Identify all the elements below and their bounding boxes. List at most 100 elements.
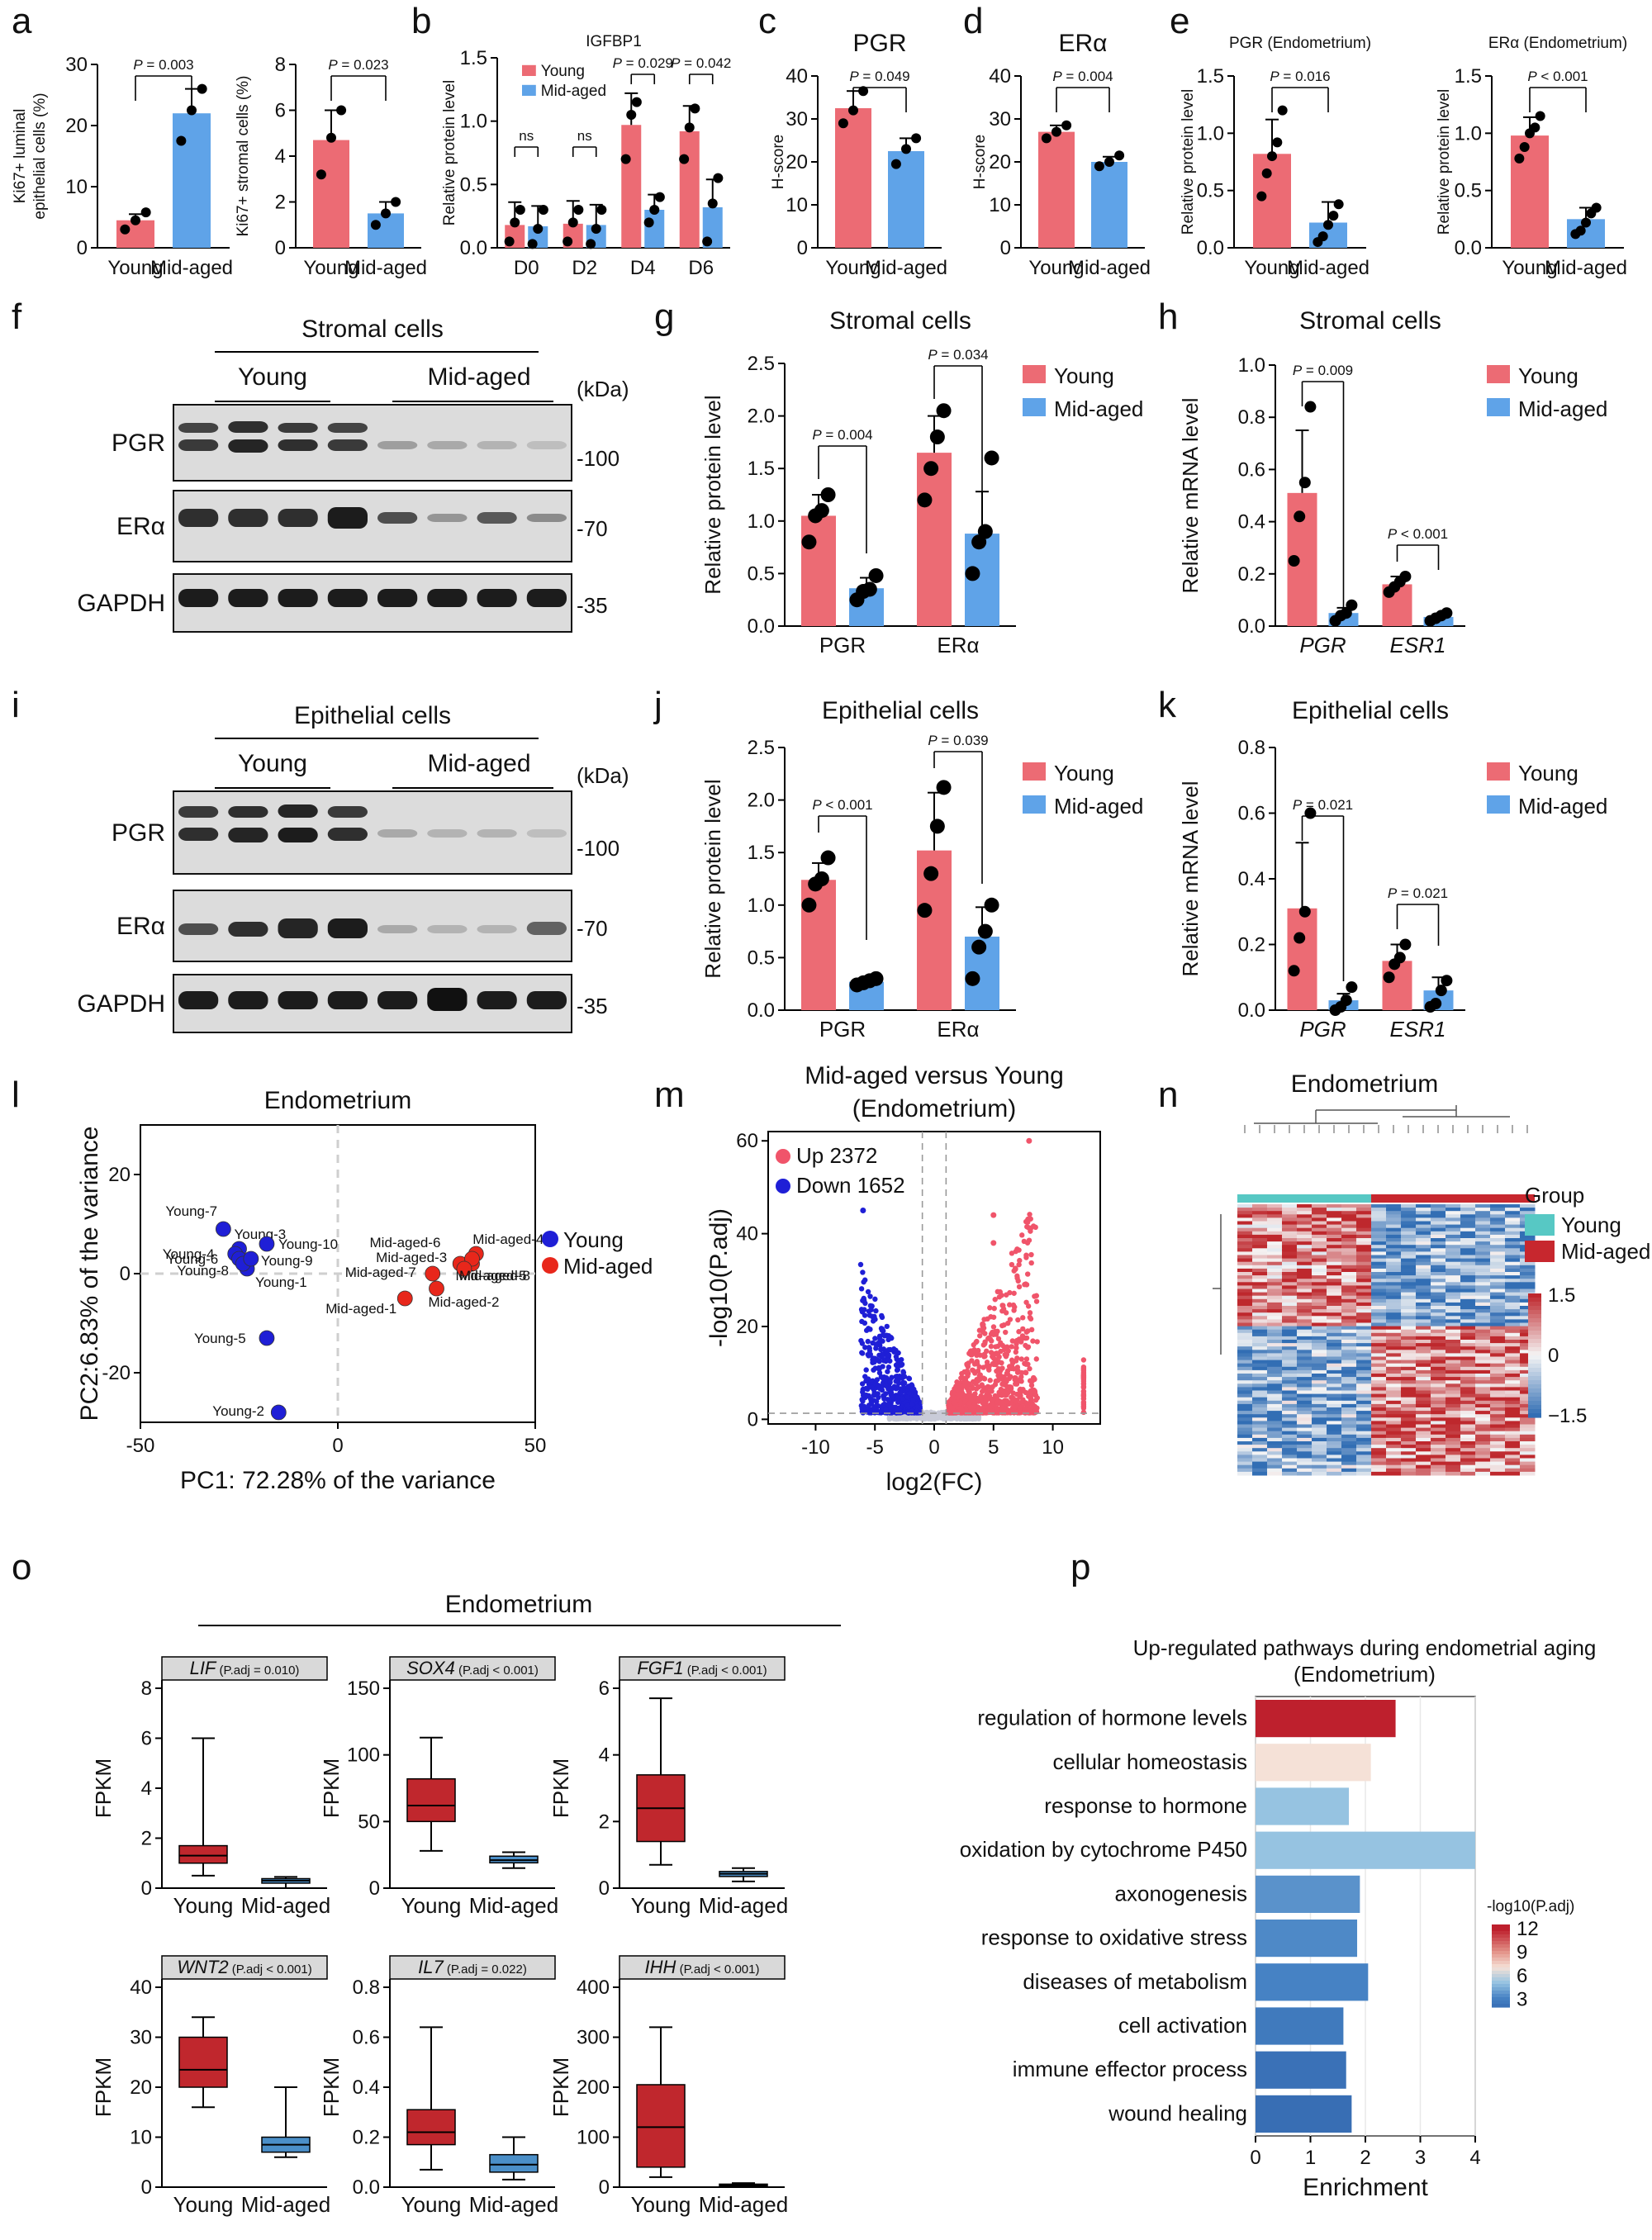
heatmap-cell: [1460, 1380, 1476, 1384]
heatmap-cell: [1460, 1407, 1476, 1412]
heatmap-cell: [1431, 1403, 1446, 1408]
data-point: [586, 239, 596, 249]
heatmap-cell: [1475, 1397, 1491, 1402]
heatmap-cell: [1505, 1279, 1521, 1283]
heatmap-cell: [1446, 1332, 1461, 1337]
volcano-point-up: [961, 1383, 967, 1389]
group-bar-young: [1237, 1194, 1371, 1203]
heatmap-cell: [1446, 1383, 1461, 1388]
volcano-point-ns: [924, 1409, 930, 1415]
heatmap-cell: [1252, 1279, 1268, 1283]
heatmap-cell: [1297, 1272, 1313, 1276]
colorbar-segment: [1528, 1339, 1541, 1344]
volcano-point-up: [974, 1376, 980, 1383]
heatmap-cell: [1416, 1356, 1431, 1361]
heatmap-cell: [1416, 1353, 1431, 1357]
heatmap-cell: [1297, 1414, 1313, 1418]
colorbar-segment: [1528, 1384, 1541, 1389]
heatmap-cell: [1416, 1245, 1431, 1249]
heatmap-cell: [1475, 1224, 1491, 1229]
heatmap-cell: [1505, 1448, 1521, 1452]
heatmap-cell: [1386, 1309, 1402, 1313]
blot-band: [427, 589, 468, 607]
x-tick-label: 10: [1042, 1436, 1064, 1459]
colorbar-segment: [1492, 1958, 1510, 1962]
heatmap-cell: [1252, 1451, 1268, 1455]
heatmap-cell: [1356, 1403, 1372, 1408]
colorbar-segment: [1492, 1984, 1510, 1988]
heatmap-cell: [1341, 1298, 1357, 1303]
volcano-point-down: [879, 1312, 885, 1319]
heatmap-cell: [1460, 1288, 1476, 1293]
heatmap-cell: [1297, 1279, 1313, 1283]
heatmap-cell: [1416, 1346, 1431, 1350]
chart-title: Endometrium: [1291, 1070, 1438, 1098]
volcano-point-up: [993, 1361, 999, 1368]
heatmap-cell: [1460, 1214, 1476, 1218]
x-tick-label: Mid-aged: [1068, 257, 1151, 279]
heatmap-cell: [1267, 1336, 1283, 1341]
blot-marker: -100: [577, 446, 620, 471]
blot-band: [526, 829, 567, 838]
heatmap-cell: [1460, 1448, 1476, 1452]
heatmap-cell: [1327, 1400, 1342, 1405]
p-value: P = 0.023: [328, 57, 388, 73]
heatmap-cell: [1431, 1393, 1446, 1398]
heatmap-cell: [1237, 1374, 1253, 1378]
heatmap-cell: [1416, 1441, 1431, 1445]
p-symbol: P: [1293, 797, 1303, 813]
blot-band: [178, 828, 219, 841]
heatmap-cell: [1431, 1234, 1446, 1239]
data-point: [336, 105, 347, 116]
heatmap-cell: [1386, 1437, 1402, 1442]
y-tick-label: 0.0: [1197, 237, 1224, 259]
point-label: Mid-aged-6: [370, 1235, 441, 1251]
heatmap-cell: [1312, 1312, 1327, 1317]
heatmap-cell: [1490, 1275, 1506, 1279]
heatmap-cell: [1505, 1461, 1521, 1466]
heatmap-cell: [1252, 1211, 1268, 1215]
heatmap-cell: [1356, 1251, 1372, 1255]
volcano-point-down: [881, 1333, 888, 1339]
heatmap-cell: [1490, 1374, 1506, 1378]
volcano-point-up: [990, 1324, 997, 1330]
heatmap-cell: [1252, 1424, 1268, 1429]
heatmap-cell: [1341, 1306, 1357, 1310]
heatmap-cell: [1446, 1461, 1461, 1466]
volcano-point-up: [1016, 1329, 1022, 1335]
heatmap-cell: [1446, 1231, 1461, 1236]
heatmap-cell: [1252, 1322, 1268, 1327]
heatmap-cell: [1475, 1282, 1491, 1286]
heatmap-cell: [1520, 1340, 1536, 1344]
y-tick-label: 30: [130, 2027, 152, 2049]
heatmap-cell: [1520, 1441, 1536, 1445]
blot-band: [327, 806, 368, 818]
heatmap-cell: [1252, 1255, 1268, 1260]
colorbar-segment: [1492, 1971, 1510, 1975]
heatmap-cell: [1237, 1238, 1253, 1242]
heatmap-cell: [1505, 1455, 1521, 1459]
heatmap-cell: [1356, 1312, 1372, 1317]
heatmap-cell: [1267, 1309, 1283, 1313]
heatmap-cell: [1460, 1332, 1476, 1337]
heatmap-cell: [1520, 1208, 1536, 1212]
heatmap-cell: [1460, 1437, 1476, 1442]
heatmap-cell: [1312, 1282, 1327, 1286]
heatmap-cell: [1312, 1292, 1327, 1297]
volcano-point-down: [875, 1391, 881, 1397]
y-tick-label: 300: [577, 2027, 610, 2049]
heatmap-cell: [1401, 1464, 1417, 1469]
pca-point: [259, 1236, 275, 1252]
heatmap-cell: [1431, 1414, 1446, 1418]
heatmap-cell: [1386, 1326, 1402, 1331]
strip-title: IL7 (P.adj = 0.022): [418, 1957, 527, 1977]
y-tick-label: 2.0: [748, 790, 775, 812]
heatmap-cell: [1237, 1316, 1253, 1320]
heatmap-cell: [1416, 1234, 1431, 1239]
heatmap-cell: [1401, 1214, 1417, 1218]
point-label: Young-6: [167, 1251, 219, 1267]
volcano-point-up: [1032, 1224, 1038, 1231]
heatmap-cell: [1341, 1336, 1357, 1341]
p-value: P = 0.004: [812, 427, 872, 443]
heatmap-cell: [1297, 1316, 1313, 1320]
